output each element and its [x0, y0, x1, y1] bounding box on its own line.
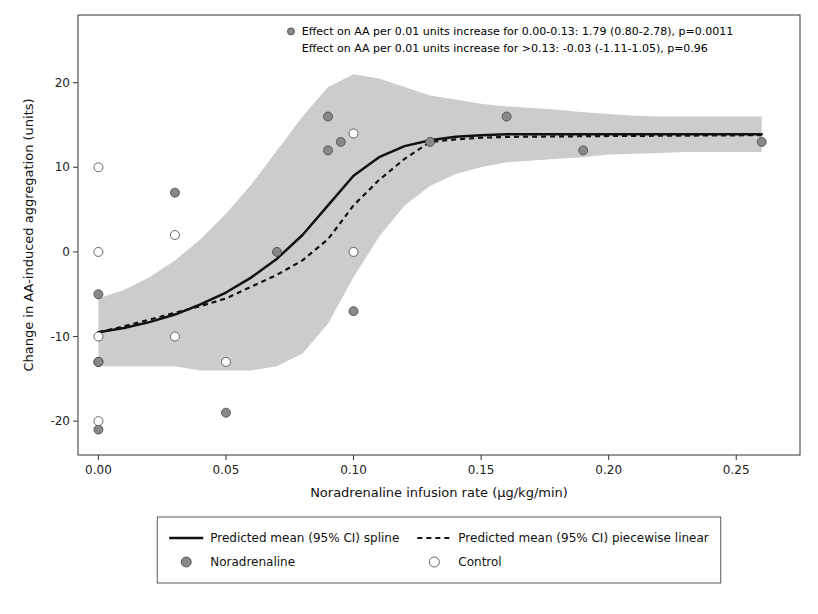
point: [349, 247, 358, 256]
point: [272, 247, 281, 256]
y-tick: [73, 251, 78, 252]
point: [324, 112, 333, 121]
point: [349, 129, 358, 138]
x-tick: [353, 455, 354, 460]
point: [94, 425, 103, 434]
legend: Predicted mean (95% CI) spline Predicted …: [157, 517, 721, 583]
point: [170, 231, 179, 240]
legend-label: Predicted mean (95% CI) spline: [210, 531, 399, 545]
point: [324, 146, 333, 155]
chart: 0.00 0.05 0.10 0.15 0.20 0.25 -20 -10 0 10 20 Norad…: [0, 0, 818, 614]
point: [94, 417, 103, 426]
y-tick: [73, 421, 78, 422]
x-tick-label: 0.20: [595, 463, 622, 477]
point: [94, 332, 103, 341]
scatter-series: [94, 129, 358, 426]
y-axis-label: Change in AA-induced aggregation (units): [21, 98, 36, 371]
annotation-text: Effect on AA per 0.01 units increase for…: [302, 42, 708, 55]
legend-line: [417, 537, 451, 539]
x-tick-label: 0.10: [340, 463, 367, 477]
legend-label: Control: [458, 555, 501, 569]
point: [94, 247, 103, 256]
y-axis: -20 -10 0 10 20: [50, 76, 78, 428]
point: [336, 137, 345, 146]
x-axis-label: Noradrenaline infusion rate (μg/kg/min): [310, 485, 568, 500]
point: [170, 188, 179, 197]
point: [221, 408, 230, 417]
y-tick-label: -20: [50, 414, 70, 428]
y-tick-label: 10: [55, 160, 70, 174]
y-tick: [73, 167, 78, 168]
x-tick: [98, 455, 99, 460]
y-tick-label: 20: [55, 76, 70, 90]
legend-marker: [429, 557, 439, 567]
legend-label: Noradrenaline: [210, 555, 295, 569]
y-tick-label: -10: [50, 330, 70, 344]
x-tick-label: 0.00: [85, 463, 112, 477]
point: [757, 137, 766, 146]
x-tick: [481, 455, 482, 460]
point: [94, 163, 103, 172]
point: [426, 137, 435, 146]
point: [170, 332, 179, 341]
legend-frame: [157, 517, 721, 583]
x-tick-label: 0.15: [468, 463, 495, 477]
plot-frame: [78, 15, 800, 455]
annotation-text: Effect on AA per 0.01 units increase for…: [302, 25, 733, 38]
x-tick: [225, 455, 226, 460]
point: [221, 357, 230, 366]
point: [94, 290, 103, 299]
x-axis: 0.00 0.05 0.10 0.15 0.20 0.25: [85, 455, 750, 477]
y-tick: [73, 82, 78, 83]
line: [98, 134, 761, 332]
scatter-series: [94, 112, 766, 434]
legend-line: [169, 537, 203, 540]
point: [502, 112, 511, 121]
legend-label: Predicted mean (95% CI) piecewise linear: [458, 531, 708, 545]
y-tick-label: 0: [62, 245, 70, 259]
x-tick-label: 0.05: [213, 463, 240, 477]
annotation-dot: [287, 28, 294, 35]
point: [94, 357, 103, 366]
point: [349, 307, 358, 316]
point: [579, 146, 588, 155]
x-tick-label: 0.25: [723, 463, 750, 477]
x-tick: [736, 455, 737, 460]
x-tick: [608, 455, 609, 460]
annotation: Effect on AA per 0.01 units increase for…: [287, 25, 733, 55]
line: [98, 135, 761, 332]
ci-band: [98, 74, 761, 370]
y-tick: [73, 336, 78, 337]
legend-marker: [181, 557, 191, 567]
plot-area: [94, 74, 766, 434]
point: [94, 357, 103, 366]
